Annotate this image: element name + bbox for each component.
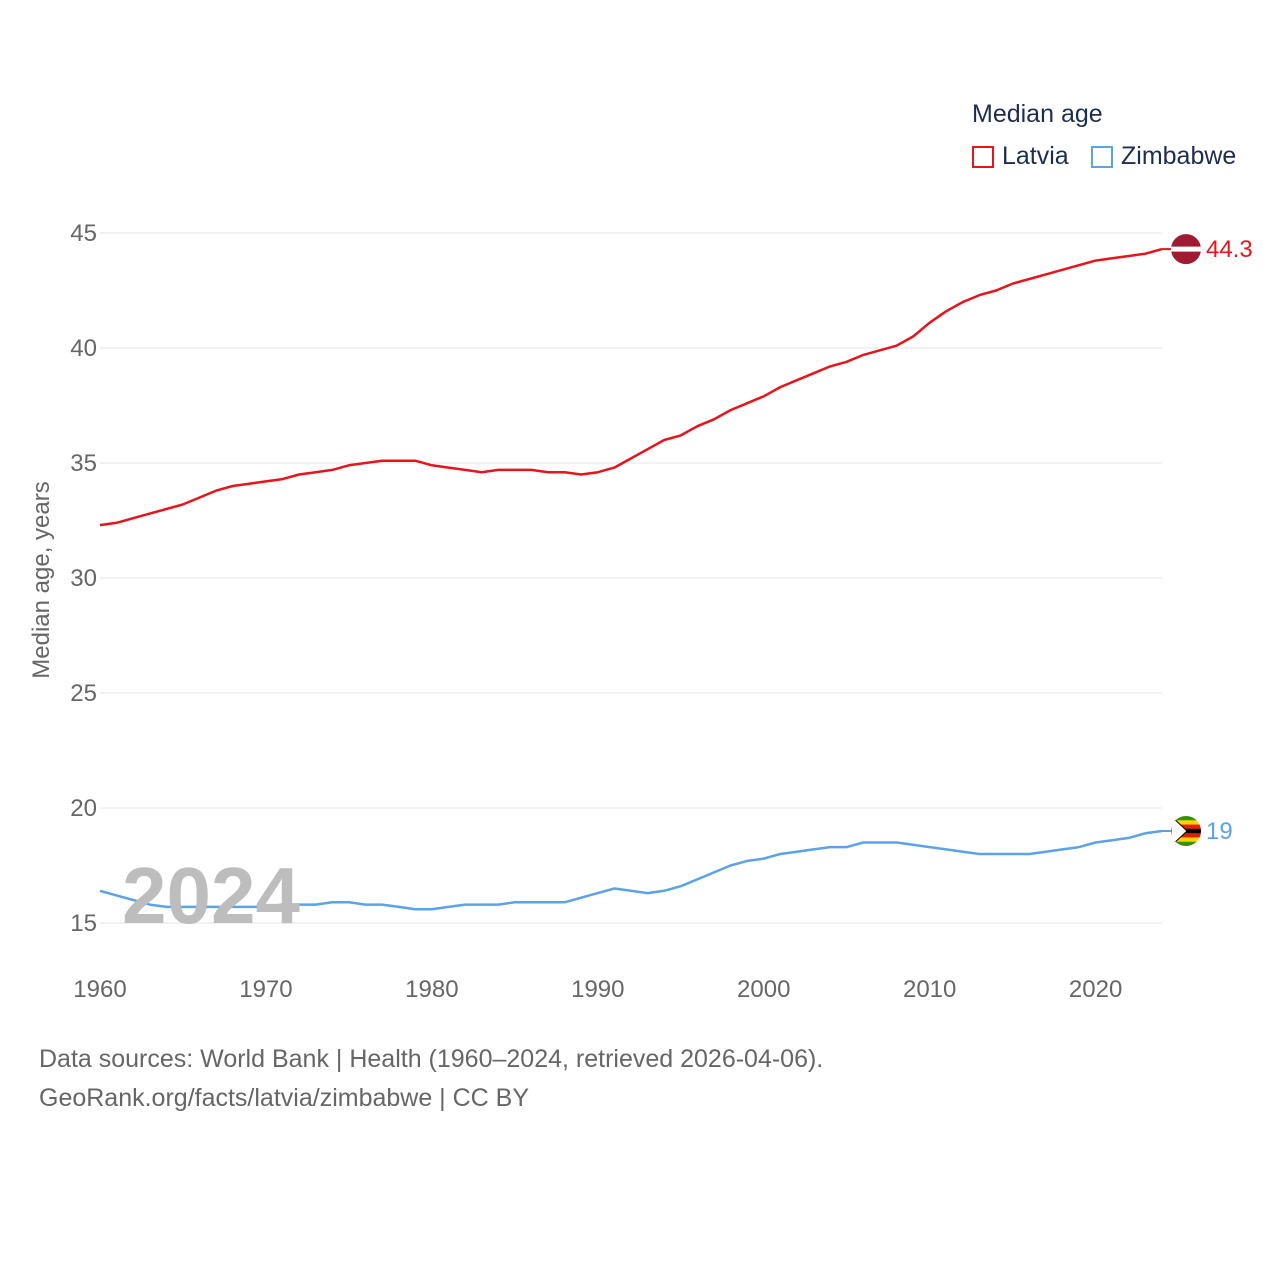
legend-title: Median age <box>972 100 1103 128</box>
legend-swatch-latvia <box>972 145 994 168</box>
x-tick-label-2020: 2020 <box>1069 976 1122 1003</box>
flag-stripe-2 <box>1171 824 1201 830</box>
x-tick-label-1970: 1970 <box>239 976 292 1003</box>
end-label-latvia: 44.3 <box>1206 236 1253 263</box>
flag-stripe-6 <box>1171 841 1201 846</box>
y-tick-label-40: 40 <box>70 335 97 362</box>
flag-triangle <box>1171 816 1188 846</box>
flag-stripe-4 <box>1171 833 1201 838</box>
y-axis-title: Median age, years <box>28 481 55 679</box>
legend-label-zimbabwe: Zimbabwe <box>1121 142 1237 170</box>
y-tick-label-15: 15 <box>70 910 97 937</box>
y-tick-label-35: 35 <box>70 450 97 477</box>
footer-attribution: GeoRank.org/facts/latvia/zimbabwe | CC B… <box>39 1084 530 1112</box>
legend-swatch-zimbabwe <box>1091 145 1113 168</box>
x-tick-label-2010: 2010 <box>903 976 956 1003</box>
x-tick-label-1990: 1990 <box>571 976 624 1003</box>
year-watermark: 2024 <box>122 851 300 940</box>
footer-sources: Data sources: World Bank | Health (1960–… <box>39 1045 824 1073</box>
y-axis-ticks: 15 20 25 30 35 40 45 <box>70 220 97 937</box>
flag-icon-zimbabwe <box>1171 816 1201 846</box>
legend-label-latvia: Latvia <box>1002 142 1069 170</box>
series-line-latvia <box>99 247 1163 527</box>
flag-stripe-1 <box>1171 820 1201 826</box>
flag-stripe-5 <box>1171 837 1201 843</box>
legend-item-zimbabwe[interactable]: Zimbabwe <box>1091 142 1236 171</box>
series-end-markers: 44.3 19 <box>1162 234 1253 846</box>
x-tick-label-1960: 1960 <box>73 976 126 1003</box>
x-tick-label-1980: 1980 <box>405 976 458 1003</box>
flag-icon-latvia-stripe <box>1171 246 1201 252</box>
flag-stripe-0 <box>1171 816 1201 821</box>
y-tick-label-20: 20 <box>70 795 97 822</box>
grid-lines <box>100 232 1162 924</box>
legend-item-latvia[interactable]: Latvia <box>972 142 1069 171</box>
series-line-zimbabwe <box>99 829 1163 911</box>
x-tick-label-2000: 2000 <box>737 976 790 1003</box>
y-tick-label-30: 30 <box>70 565 97 592</box>
y-tick-label-25: 25 <box>70 680 97 707</box>
y-tick-label-45: 45 <box>70 220 97 247</box>
series-lines <box>99 247 1163 911</box>
end-label-zimbabwe: 19 <box>1206 818 1233 845</box>
x-axis-ticks: 1960 1970 1980 1990 2000 2010 2020 <box>73 976 1122 1003</box>
